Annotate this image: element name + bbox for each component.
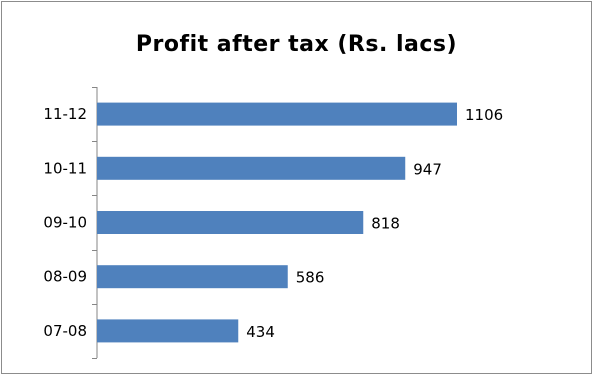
data-label: 586 <box>296 269 325 287</box>
bar-10-11 <box>97 156 406 180</box>
data-label: 1106 <box>465 106 503 124</box>
data-label: 947 <box>413 160 442 178</box>
data-label: 818 <box>371 215 400 233</box>
y-tick-label: 07-08 <box>43 322 87 340</box>
bars <box>97 102 457 343</box>
y-tick-label: 08-09 <box>43 268 87 286</box>
y-tick-label: 10-11 <box>43 159 87 177</box>
bar-09-10 <box>97 211 364 234</box>
y-axis <box>92 87 98 359</box>
labels: 11-12 1106 10-11 947 09-10 818 08-09 586 07-08 43… <box>43 105 503 341</box>
data-label: 434 <box>246 323 275 341</box>
y-tick-label: 09-10 <box>43 214 87 232</box>
chart-title: Profit after tax (Rs. lacs) <box>135 32 458 57</box>
bar-08-09 <box>97 265 288 289</box>
bar-11-12 <box>97 102 457 126</box>
bar-07-08 <box>97 319 239 343</box>
y-tick-label: 11-12 <box>43 105 87 123</box>
